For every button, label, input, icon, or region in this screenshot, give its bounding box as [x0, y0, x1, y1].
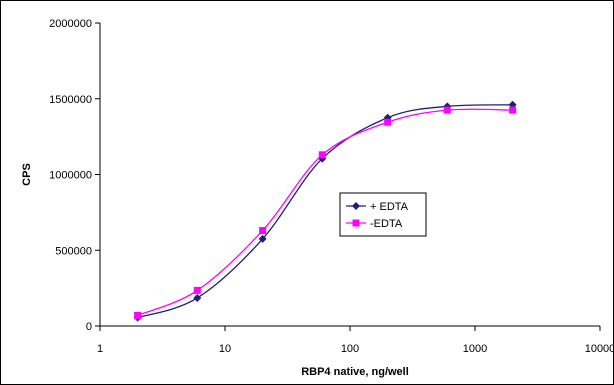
y-axis-title: CPS	[21, 163, 33, 186]
data-point	[258, 234, 267, 243]
x-tick-label: 10000	[585, 343, 614, 355]
data-point	[193, 286, 201, 294]
x-tick-label: 10	[219, 343, 231, 355]
legend-marker	[352, 202, 360, 210]
x-tick-label: 1	[97, 343, 103, 355]
data-point	[384, 118, 392, 126]
legend-marker	[352, 219, 360, 227]
y-tick-label: 1500000	[49, 94, 92, 106]
y-tick-label: 0	[86, 321, 92, 333]
data-point	[259, 227, 267, 235]
x-tick-label: 1000	[463, 343, 487, 355]
legend: + EDTA -EDTA	[339, 192, 427, 237]
legend-label: + EDTA	[370, 201, 409, 213]
y-tick-label: 2000000	[49, 18, 92, 30]
data-point	[509, 106, 517, 114]
legend-box	[339, 192, 427, 237]
x-tick-label: 100	[341, 343, 359, 355]
data-point	[318, 151, 326, 159]
data-point	[443, 106, 451, 114]
axes: 0 500000 1000000 1500000 2000000 1 10 100 1000 10…	[49, 18, 614, 355]
y-tick-label: 500000	[55, 245, 92, 257]
x-axis-title: RBP4 native, ng/well	[301, 366, 409, 378]
plot-series	[133, 100, 517, 322]
legend-label: -EDTA	[370, 218, 403, 230]
data-point	[193, 293, 202, 302]
y-tick-label: 1000000	[49, 170, 92, 182]
data-point	[134, 311, 142, 319]
